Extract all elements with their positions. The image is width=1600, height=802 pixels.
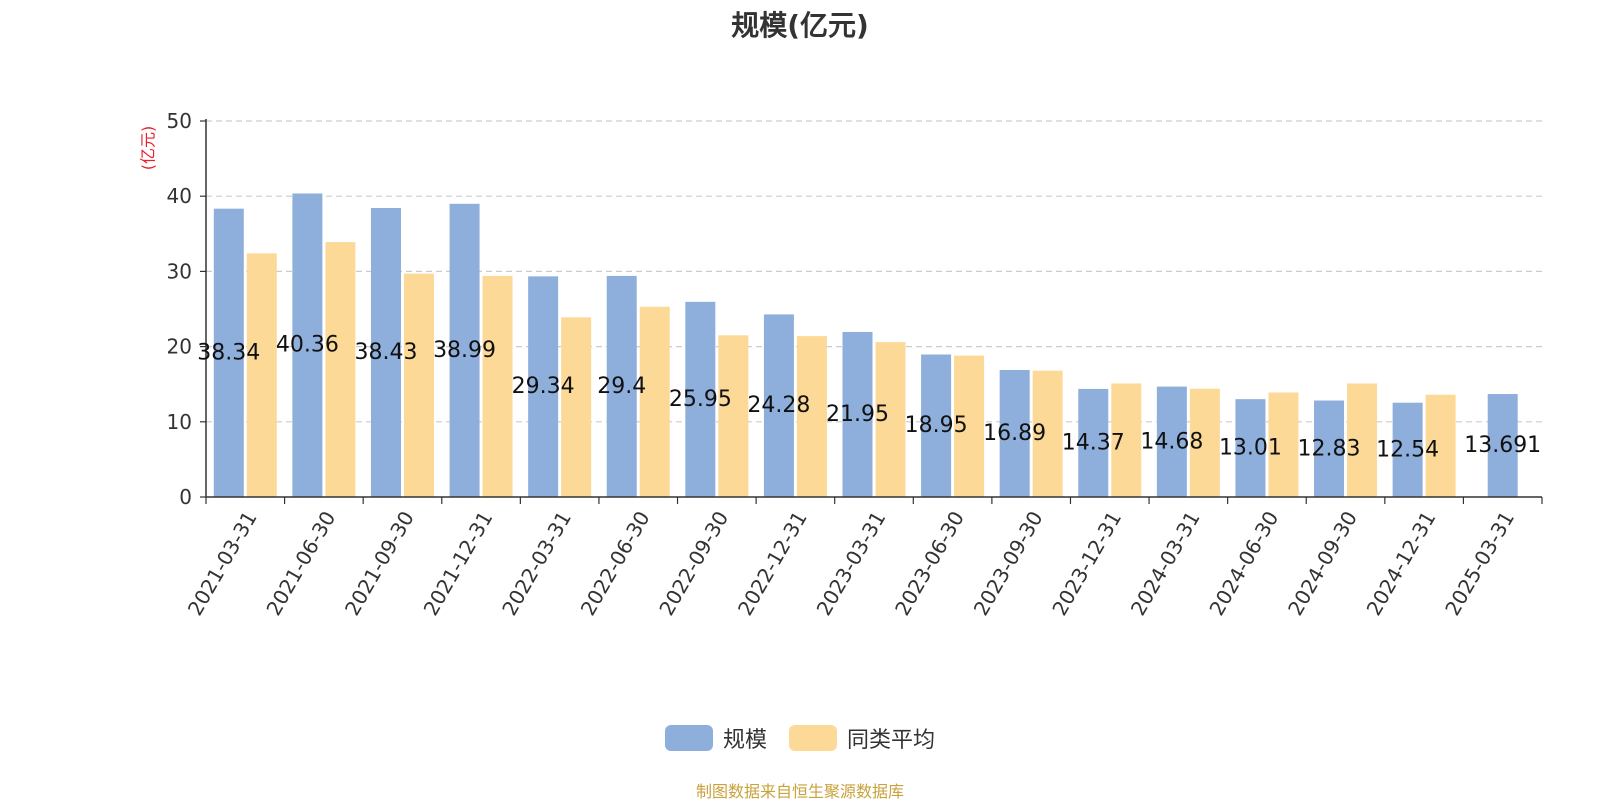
bar-peer-average[interactable]	[1425, 394, 1456, 497]
y-tick-label: 0	[179, 485, 192, 509]
x-tick-label: 2022-09-30	[654, 507, 733, 620]
bar-peer-average[interactable]	[1268, 392, 1299, 497]
data-label-scale: 12.54	[1376, 437, 1439, 462]
bar-scale[interactable]	[292, 193, 323, 497]
x-tick-label: 2024-06-30	[1204, 507, 1283, 620]
bar-scale[interactable]	[213, 208, 244, 497]
data-labels: 38.34 40.36 38.43 38.99 29.34 29.4 25.95 24.28 2…	[197, 333, 1541, 463]
data-label-scale: 14.37	[1062, 430, 1125, 455]
source-note: 制图数据来自恒生聚源数据库	[695, 782, 904, 801]
legend-swatch-scale	[664, 725, 713, 751]
x-tick-label: 2023-09-30	[969, 507, 1048, 620]
legend-item-peer-average[interactable]: 同类平均	[789, 722, 935, 754]
y-tick-label: 30	[167, 259, 192, 283]
bar-scale[interactable]	[999, 369, 1030, 497]
data-label-scale: 14.68	[1140, 429, 1203, 454]
data-label-scale: 24.28	[747, 393, 810, 418]
data-label-scale: 29.34	[512, 374, 575, 399]
x-tick-label: 2022-03-31	[497, 507, 576, 620]
chart-title: 规模(亿元)	[731, 9, 869, 42]
data-label-scale: 12.83	[1298, 436, 1361, 461]
x-tick-label: 2024-12-31	[1362, 507, 1441, 620]
legend: 规模 同类平均	[0, 722, 1600, 754]
legend-label-peer-average: 同类平均	[847, 728, 936, 753]
x-tick-label: 2021-09-30	[340, 507, 419, 620]
bar-peer-average[interactable]	[1189, 388, 1220, 497]
bar-scale[interactable]	[1156, 386, 1187, 497]
bar-scale[interactable]	[685, 301, 716, 497]
bar-scale[interactable]	[763, 314, 794, 497]
bar-scale[interactable]	[449, 203, 480, 497]
data-label-scale: 38.99	[433, 338, 496, 363]
bar-peer-average[interactable]	[954, 355, 985, 497]
legend-swatch-peer-average	[789, 725, 837, 751]
x-tick-label: 2021-12-31	[419, 507, 498, 620]
bar-scale[interactable]	[1392, 402, 1423, 497]
bars	[213, 193, 1518, 497]
x-tick-label: 2021-03-31	[183, 507, 262, 620]
y-tick-label: 50	[167, 109, 192, 133]
bar-peer-average[interactable]	[796, 336, 827, 497]
data-label-scale: 13.691	[1464, 433, 1541, 458]
x-tick-label: 2025-03-31	[1440, 507, 1519, 620]
bar-scale[interactable]	[921, 354, 952, 497]
data-label-scale: 21.95	[826, 402, 889, 427]
bar-scale[interactable]	[606, 275, 637, 497]
bar-scale[interactable]	[370, 208, 401, 497]
x-tick-label: 2022-12-31	[733, 507, 812, 620]
bar-scale[interactable]	[1078, 388, 1109, 497]
data-label-scale: 16.89	[983, 421, 1046, 446]
legend-item-scale[interactable]: 规模	[664, 722, 767, 754]
x-tick-label: 2021-06-30	[261, 507, 340, 620]
data-label-scale: 38.34	[197, 340, 260, 365]
y-axis-label: (亿元)	[139, 126, 158, 171]
x-tick-label: 2022-06-30	[576, 507, 655, 620]
data-label-scale: 29.4	[597, 374, 646, 399]
bar-peer-average[interactable]	[246, 253, 277, 497]
bar-peer-average[interactable]	[639, 306, 670, 497]
bar-scale[interactable]	[1487, 394, 1518, 497]
x-tick-label: 2023-12-31	[1047, 507, 1126, 620]
bar-scale[interactable]	[842, 331, 873, 497]
bar-peer-average[interactable]	[1347, 383, 1378, 497]
data-label-scale: 40.36	[276, 333, 339, 358]
x-tick-label: 2023-06-30	[890, 507, 969, 620]
y-tick-label: 40	[167, 184, 192, 208]
bar-scale[interactable]	[1314, 400, 1345, 497]
bar-peer-average[interactable]	[403, 273, 434, 497]
bar-peer-average[interactable]	[718, 335, 749, 497]
data-label-scale: 13.01	[1219, 436, 1282, 461]
bar-scale[interactable]	[528, 276, 559, 497]
data-label-scale: 38.43	[354, 340, 417, 365]
bar-peer-average[interactable]	[561, 317, 592, 497]
x-tick-label: 2024-09-30	[1283, 507, 1362, 620]
x-tick-label: 2024-03-31	[1126, 507, 1205, 620]
bar-peer-average[interactable]	[482, 275, 513, 497]
bar-peer-average[interactable]	[1032, 370, 1063, 497]
legend-label-scale: 规模	[722, 728, 767, 753]
y-tick-label: 10	[167, 410, 192, 434]
data-label-scale: 18.95	[905, 413, 968, 438]
bar-peer-average[interactable]	[1111, 383, 1142, 497]
data-label-scale: 25.95	[669, 387, 732, 412]
bar-peer-average[interactable]	[325, 242, 356, 497]
x-tick-label: 2023-03-31	[811, 507, 890, 620]
y-tick-label: 20	[167, 335, 192, 359]
bar-scale[interactable]	[1235, 399, 1266, 497]
bar-peer-average[interactable]	[875, 342, 906, 497]
